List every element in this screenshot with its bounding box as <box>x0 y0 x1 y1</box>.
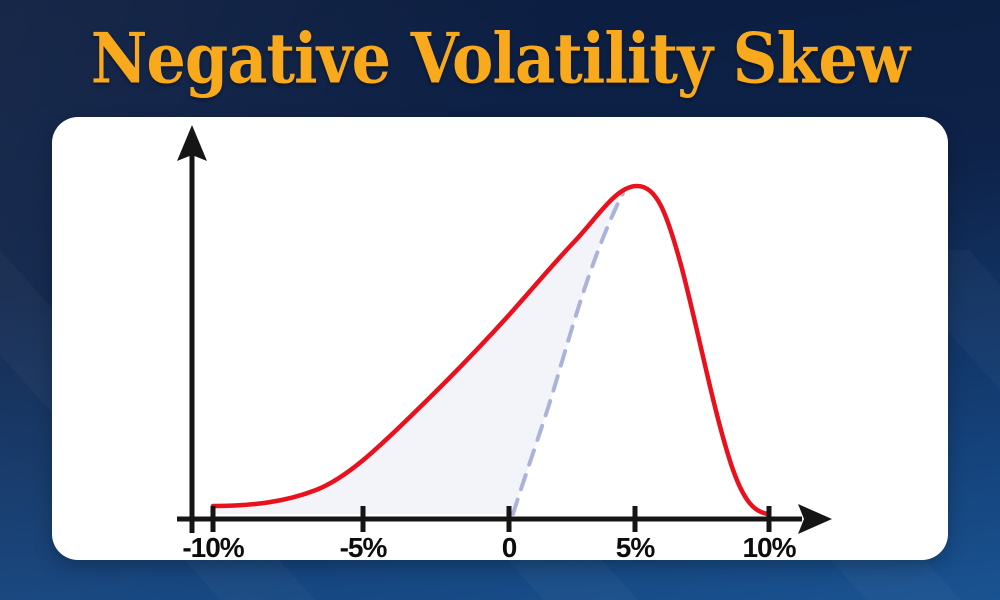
x-tick-label: -10% <box>182 532 244 560</box>
skewed-distribution-curve <box>210 183 771 517</box>
reference-curve-dashed <box>511 191 625 516</box>
x-tick-label: 0 <box>502 532 517 560</box>
shaded-skew-area <box>213 186 637 514</box>
x-tick-label: -5% <box>340 532 388 560</box>
page-title: Negative Volatility Skew <box>90 17 910 99</box>
x-axis-arrow-icon <box>798 504 832 534</box>
x-tick-label: 10% <box>742 532 796 560</box>
y-axis-arrow-icon <box>177 125 207 161</box>
chart-card: -10% -5% 0 5% 10% <box>52 117 948 560</box>
x-axis-ticks: -10% -5% 0 5% 10% <box>182 506 798 560</box>
distribution-chart: -10% -5% 0 5% 10% <box>177 125 832 560</box>
x-tick-label: 5% <box>616 532 656 560</box>
